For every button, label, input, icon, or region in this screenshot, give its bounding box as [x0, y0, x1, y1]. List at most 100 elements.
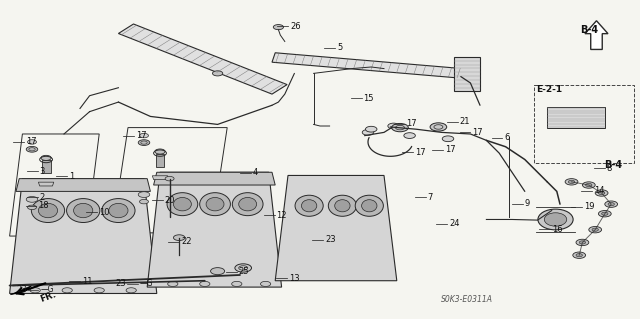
Text: 17: 17 — [406, 119, 417, 128]
Text: 11: 11 — [82, 277, 92, 286]
Polygon shape — [10, 179, 157, 293]
Circle shape — [26, 197, 38, 202]
Ellipse shape — [200, 193, 230, 216]
Text: 6: 6 — [504, 133, 509, 142]
Circle shape — [200, 281, 210, 286]
Text: 26: 26 — [290, 22, 301, 31]
Text: B-4: B-4 — [580, 25, 598, 35]
Circle shape — [576, 254, 582, 257]
Circle shape — [579, 241, 586, 244]
Circle shape — [589, 226, 602, 233]
Circle shape — [388, 123, 399, 129]
Ellipse shape — [31, 198, 65, 223]
Circle shape — [28, 140, 36, 144]
Circle shape — [576, 239, 589, 246]
Circle shape — [140, 199, 148, 204]
Circle shape — [232, 281, 242, 286]
Circle shape — [598, 191, 605, 195]
Text: S0K3-E0311A: S0K3-E0311A — [441, 295, 493, 304]
Circle shape — [260, 281, 271, 286]
Text: 23: 23 — [115, 279, 126, 288]
Text: 5: 5 — [337, 43, 342, 52]
Ellipse shape — [544, 213, 567, 226]
Text: 2: 2 — [40, 193, 45, 202]
Ellipse shape — [102, 198, 135, 223]
Ellipse shape — [362, 200, 377, 212]
Ellipse shape — [335, 200, 350, 212]
Text: 17: 17 — [445, 145, 456, 154]
Circle shape — [41, 155, 51, 160]
Circle shape — [586, 183, 592, 187]
Text: 10: 10 — [99, 208, 109, 217]
Text: 13: 13 — [289, 274, 300, 283]
Text: 22: 22 — [181, 237, 191, 246]
Polygon shape — [16, 179, 150, 191]
Polygon shape — [10, 286, 32, 295]
Polygon shape — [147, 172, 282, 287]
Circle shape — [94, 288, 104, 293]
Circle shape — [568, 180, 575, 183]
Circle shape — [608, 203, 614, 206]
Circle shape — [28, 205, 36, 210]
Circle shape — [362, 130, 374, 135]
Polygon shape — [275, 175, 397, 281]
Circle shape — [26, 146, 38, 152]
Ellipse shape — [167, 193, 198, 216]
Ellipse shape — [67, 198, 100, 223]
Ellipse shape — [74, 204, 93, 218]
Text: 17: 17 — [415, 148, 426, 157]
Text: 7: 7 — [428, 193, 433, 202]
Circle shape — [598, 211, 611, 217]
Text: 9: 9 — [525, 199, 530, 208]
Circle shape — [30, 288, 40, 293]
Ellipse shape — [38, 204, 58, 218]
Ellipse shape — [232, 193, 263, 216]
Circle shape — [592, 228, 598, 231]
Polygon shape — [454, 57, 480, 91]
Circle shape — [62, 288, 72, 293]
Circle shape — [273, 25, 284, 30]
Text: 24: 24 — [449, 219, 460, 228]
Polygon shape — [154, 172, 275, 185]
Ellipse shape — [295, 195, 323, 216]
Text: 4: 4 — [253, 168, 258, 177]
Circle shape — [138, 192, 150, 197]
Polygon shape — [38, 182, 54, 186]
Ellipse shape — [328, 195, 356, 216]
Circle shape — [140, 133, 148, 138]
Ellipse shape — [109, 204, 128, 218]
Text: 25: 25 — [239, 267, 249, 276]
Circle shape — [126, 288, 136, 293]
Text: 20: 20 — [164, 196, 175, 205]
Text: —G: —G — [140, 279, 153, 288]
Text: 23: 23 — [325, 235, 336, 244]
Circle shape — [173, 235, 185, 241]
Circle shape — [138, 140, 150, 145]
Circle shape — [582, 182, 595, 188]
Text: 16: 16 — [552, 225, 563, 234]
Circle shape — [235, 264, 252, 272]
Text: 21: 21 — [460, 117, 470, 126]
Circle shape — [404, 133, 415, 138]
Ellipse shape — [355, 195, 383, 216]
Text: 19: 19 — [584, 202, 594, 211]
Text: 17: 17 — [136, 131, 147, 140]
Text: 18: 18 — [38, 201, 49, 210]
Text: 17: 17 — [26, 137, 36, 146]
Ellipse shape — [173, 197, 191, 211]
Polygon shape — [585, 21, 608, 49]
Text: 17: 17 — [472, 128, 483, 137]
Circle shape — [602, 212, 608, 215]
Circle shape — [442, 136, 454, 142]
Text: 15: 15 — [364, 94, 374, 103]
Text: 1: 1 — [69, 172, 74, 181]
Circle shape — [605, 201, 618, 207]
Bar — [42, 160, 51, 173]
Polygon shape — [152, 176, 168, 180]
Circle shape — [168, 281, 178, 286]
Text: B-4: B-4 — [604, 160, 622, 170]
Circle shape — [365, 126, 377, 132]
Ellipse shape — [538, 209, 573, 230]
Circle shape — [595, 190, 608, 196]
Text: 14: 14 — [594, 186, 604, 195]
